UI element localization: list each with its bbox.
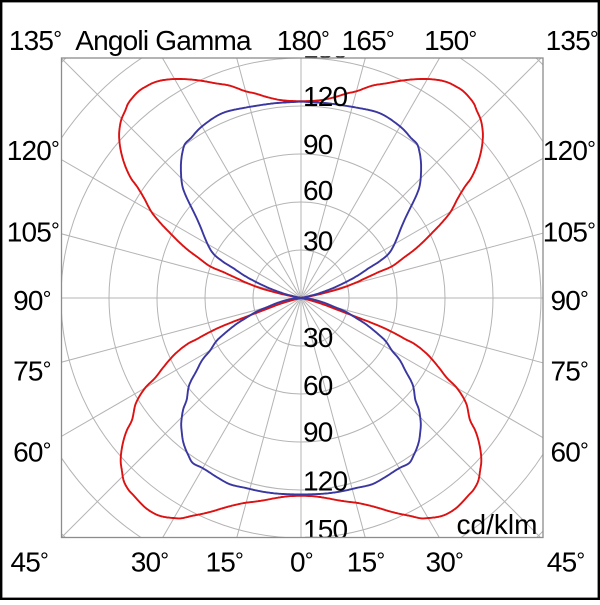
svg-text:180°: 180° xyxy=(277,25,329,56)
svg-text:135°: 135° xyxy=(546,25,598,56)
svg-text:165°: 165° xyxy=(342,25,394,56)
svg-text:Angoli Gamma: Angoli Gamma xyxy=(75,25,252,56)
svg-text:15°: 15° xyxy=(347,547,385,578)
svg-text:75°: 75° xyxy=(551,356,589,387)
svg-text:15°: 15° xyxy=(206,547,244,578)
svg-text:90°: 90° xyxy=(551,285,589,316)
svg-text:60°: 60° xyxy=(551,437,589,468)
svg-text:30°: 30° xyxy=(131,547,169,578)
svg-text:0°: 0° xyxy=(290,547,313,578)
svg-text:30: 30 xyxy=(303,322,333,353)
svg-text:45°: 45° xyxy=(11,547,49,578)
svg-text:cd/klm: cd/klm xyxy=(457,509,538,540)
svg-text:150: 150 xyxy=(303,33,348,64)
svg-text:30°: 30° xyxy=(426,547,464,578)
svg-text:75°: 75° xyxy=(13,356,51,387)
svg-text:150: 150 xyxy=(303,514,348,545)
svg-text:60°: 60° xyxy=(13,437,51,468)
svg-text:45°: 45° xyxy=(547,547,585,578)
svg-text:60: 60 xyxy=(303,175,333,206)
svg-text:90: 90 xyxy=(303,129,333,160)
svg-text:120: 120 xyxy=(303,81,348,112)
svg-text:30: 30 xyxy=(303,226,333,257)
svg-text:150°: 150° xyxy=(424,25,476,56)
svg-text:60: 60 xyxy=(303,370,333,401)
svg-text:105°: 105° xyxy=(7,216,59,247)
svg-text:120°: 120° xyxy=(7,135,59,166)
svg-text:105°: 105° xyxy=(543,216,595,247)
svg-text:135°: 135° xyxy=(9,25,61,56)
svg-text:90°: 90° xyxy=(13,285,51,316)
svg-text:120: 120 xyxy=(303,465,348,496)
svg-text:120°: 120° xyxy=(543,135,595,166)
svg-text:90: 90 xyxy=(303,417,333,448)
